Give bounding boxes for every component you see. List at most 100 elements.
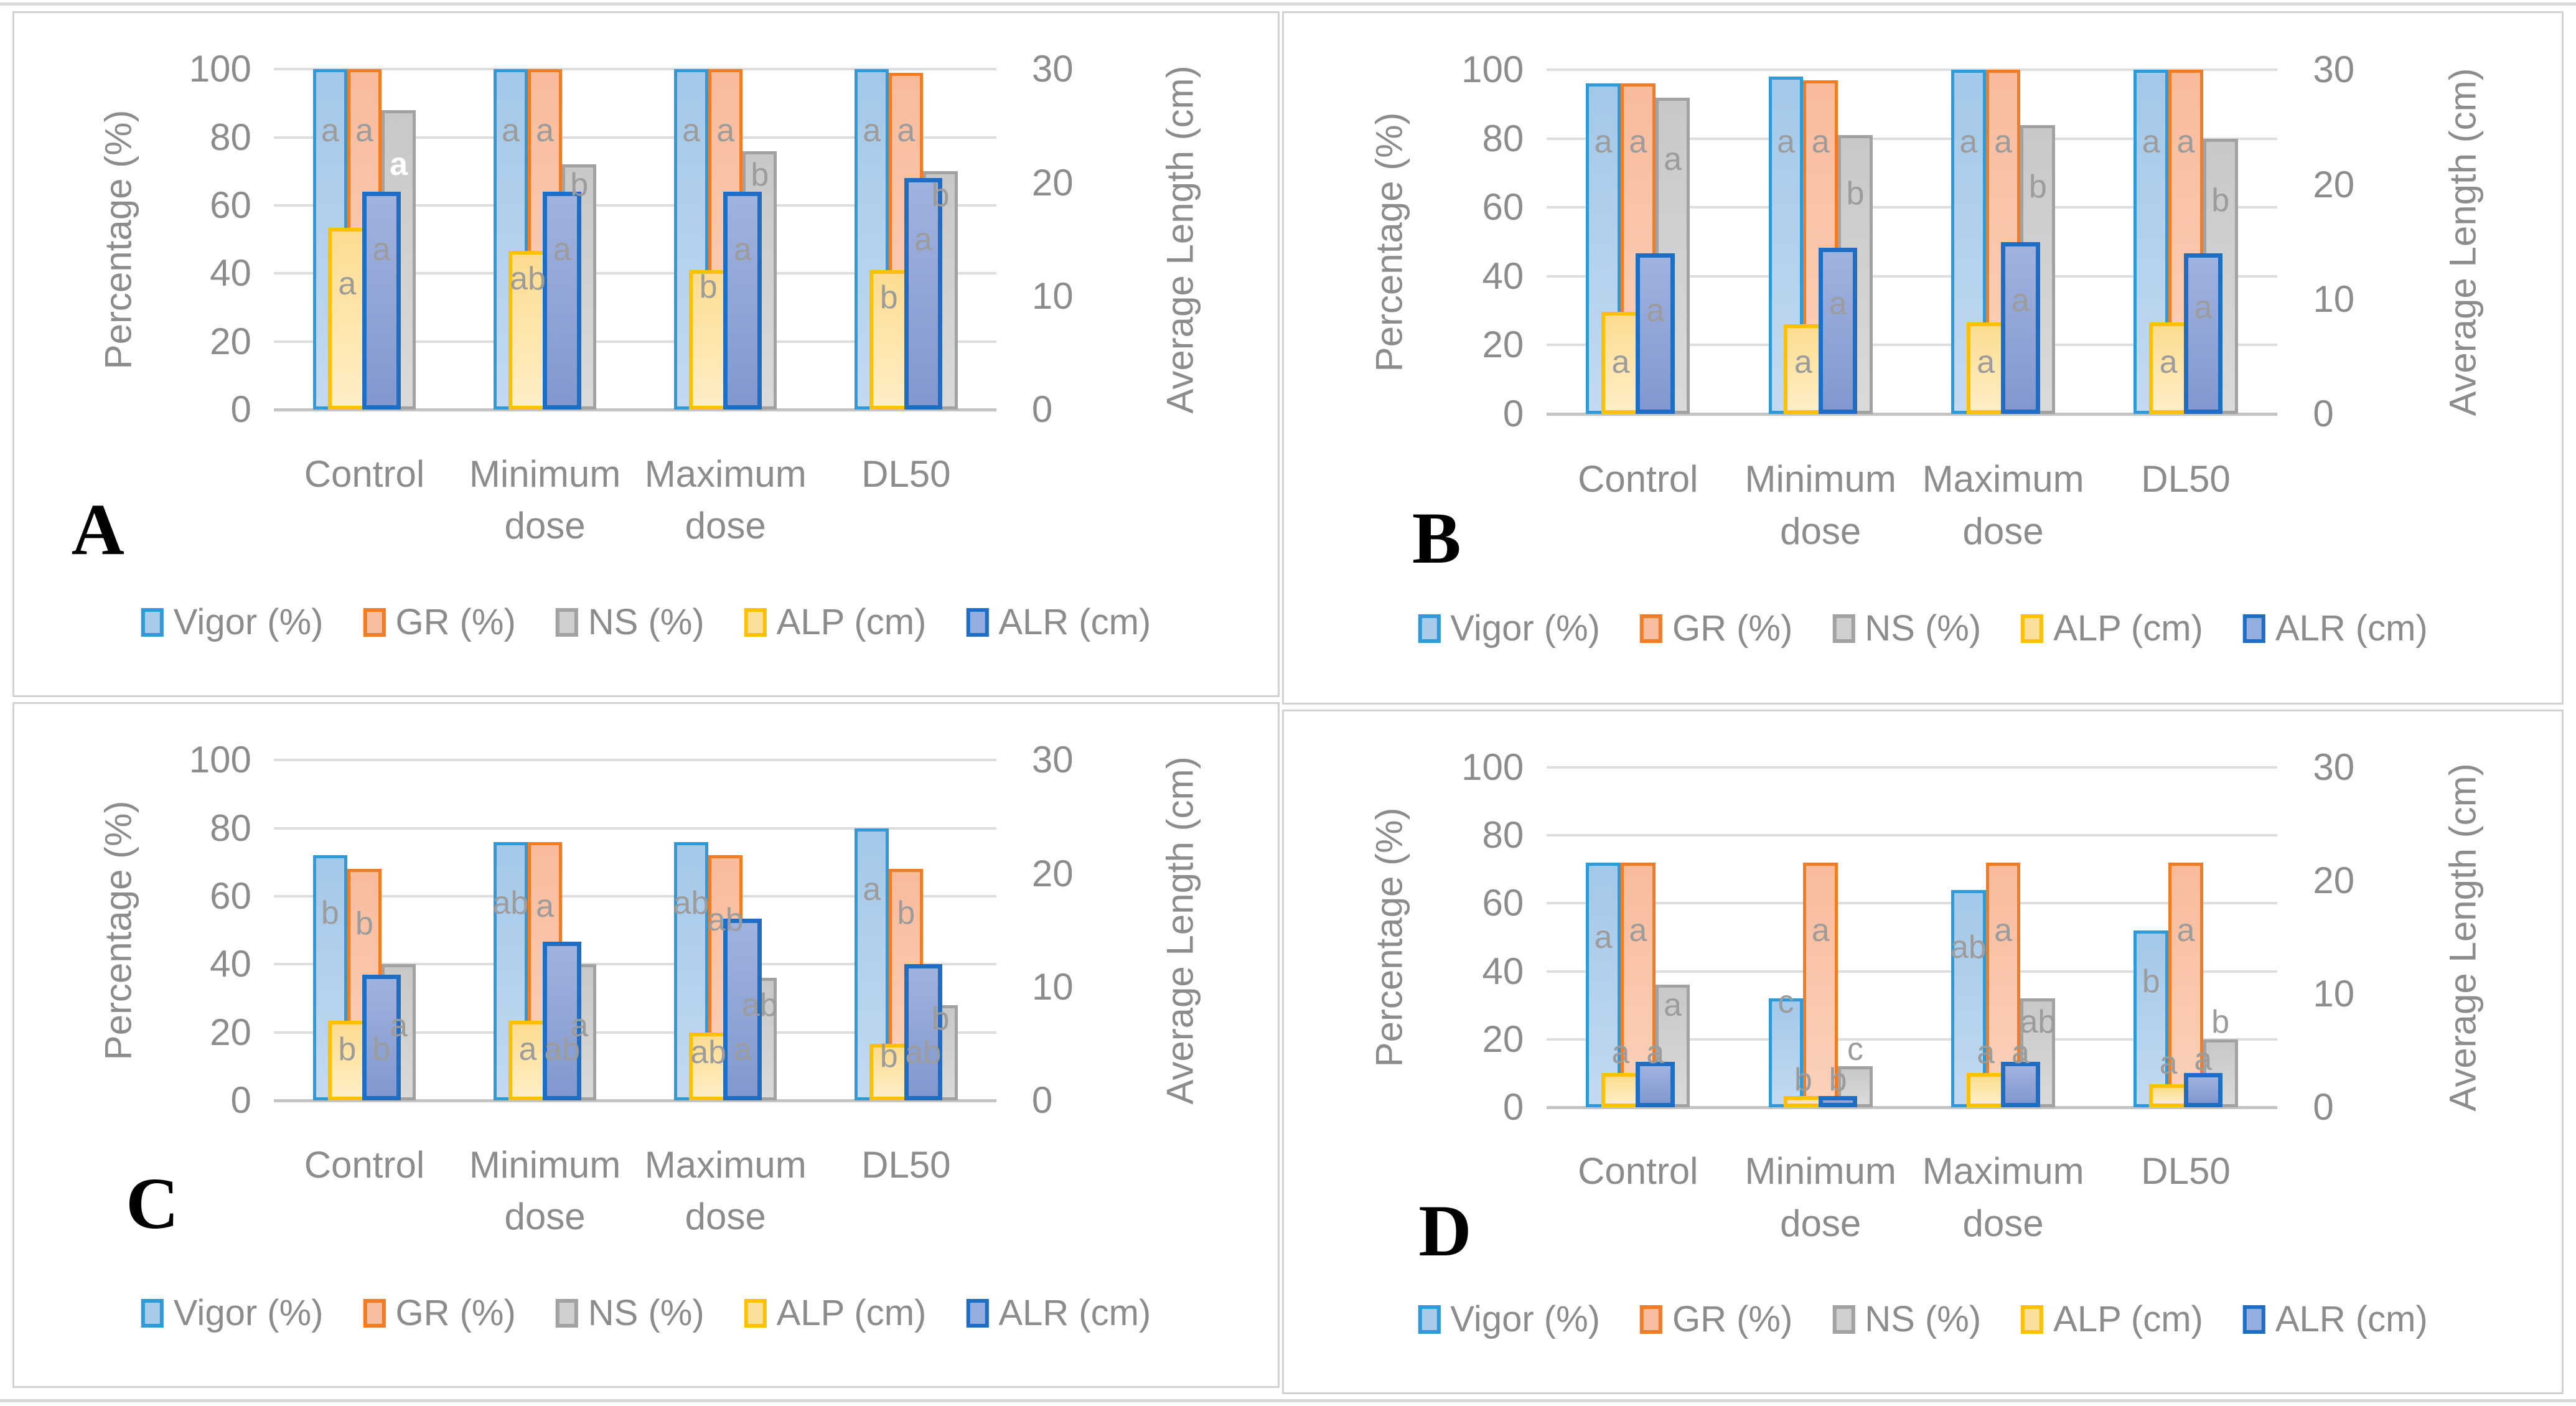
bar-letter-alr-2: a bbox=[2012, 1034, 2030, 1071]
bar-letter-vigor-1: a bbox=[501, 112, 520, 149]
bar-alr-0 bbox=[1636, 253, 1675, 414]
category-label-dose: dose bbox=[1962, 1202, 2044, 1244]
bar-letter-alp-0: a bbox=[1611, 344, 1630, 380]
y-tick-left-40: 40 bbox=[1482, 950, 1524, 992]
bar-letter-gr-3: a bbox=[897, 112, 916, 149]
bar-letter-alr-3: a bbox=[2194, 289, 2213, 326]
bar-letter-ns-2: b bbox=[751, 156, 769, 193]
bar-alr-3 bbox=[2183, 253, 2223, 414]
bar-alr-1 bbox=[543, 192, 581, 410]
y-tick-left-80: 80 bbox=[210, 807, 251, 849]
legend-item-gr: GR (%) bbox=[363, 604, 516, 640]
legend-label-gr: GR (%) bbox=[1672, 1299, 1793, 1340]
category-label-maximum: Maximum bbox=[1922, 457, 2084, 500]
bar-alr-2 bbox=[2001, 241, 2040, 414]
bar-letter-alr-3: a bbox=[914, 221, 932, 258]
gridline-60 bbox=[274, 894, 996, 897]
bar-letter-alp-1: ab bbox=[510, 260, 546, 297]
bar-alr-0 bbox=[1636, 1062, 1675, 1107]
panel-a: A a a a a a a a a a b b b a ab b b a a a a 0 20 40 60 80 100 0 10 20… bbox=[12, 11, 1280, 697]
bar-letter-ns-1: c bbox=[1847, 1031, 1863, 1068]
gridline-40 bbox=[274, 963, 996, 966]
legend-item-gr: GR (%) bbox=[363, 1295, 516, 1331]
legend-item-alr: ALR (cm) bbox=[966, 1295, 1151, 1331]
bar-letter-alr-3: a bbox=[2194, 1041, 2213, 1078]
bar-alp-0 bbox=[1601, 1073, 1641, 1107]
bar-letter-vigor-3: a bbox=[863, 112, 881, 149]
gridline-100 bbox=[1547, 68, 2277, 72]
alr-swatch-icon bbox=[2242, 1305, 2265, 1334]
bar-alr-0 bbox=[362, 192, 401, 410]
y-tick-left-0: 0 bbox=[230, 1079, 251, 1121]
right-axis-title: Average Length (cm) bbox=[1159, 65, 1201, 414]
gridline-0 bbox=[1547, 1105, 2277, 1109]
legend-item-vigor: Vigor (%) bbox=[1418, 611, 1600, 647]
bar-letter-alr-1: ab bbox=[544, 1031, 581, 1067]
ns-swatch-icon bbox=[1832, 1305, 1855, 1334]
bar-letter-vigor-1: a bbox=[1776, 124, 1795, 161]
y-tick-left-20: 20 bbox=[210, 320, 251, 362]
ns-swatch-icon bbox=[555, 1298, 578, 1328]
bar-alp-2 bbox=[689, 1032, 728, 1100]
bar-vigor-0 bbox=[1586, 862, 1621, 1107]
category-label-dose: dose bbox=[685, 1196, 766, 1238]
bar-letter-alp-1: a bbox=[1794, 344, 1812, 380]
category-label-dl50: DL50 bbox=[861, 452, 951, 495]
bar-vigor-1 bbox=[1768, 998, 1804, 1107]
bar-letter-ns-3: b bbox=[2211, 1004, 2230, 1041]
legend: Vigor (%) GR (%) NS (%) ALP (cm) ALR (cm) bbox=[1418, 608, 2428, 649]
plot-area: a c ab b a a a a a c ab b a b a a a b a a bbox=[1547, 766, 2277, 1109]
category-label-control: Control bbox=[304, 1143, 425, 1186]
y-tick-left-80: 80 bbox=[210, 116, 251, 158]
y-tick-left-100: 100 bbox=[189, 48, 251, 90]
bar-letter-ns-1: a bbox=[570, 1007, 589, 1044]
bar-letter-ns-3: b bbox=[931, 1000, 950, 1037]
bar-alp-3 bbox=[2148, 1084, 2188, 1107]
y-tick-right-10: 10 bbox=[1031, 274, 1074, 317]
gridline-20 bbox=[1547, 1038, 2277, 1041]
gridline-60 bbox=[274, 204, 996, 207]
bar-alr-1 bbox=[543, 941, 581, 1100]
bar-letter-gr-2: a bbox=[1994, 912, 2013, 949]
bar-letter-gr-0: a bbox=[1629, 124, 1647, 161]
bar-letter-vigor-2: ab bbox=[1950, 929, 1987, 966]
bar-letter-alp-2: a bbox=[1977, 1034, 1995, 1071]
bar-letter-gr-2: a bbox=[716, 112, 735, 149]
y-tick-right-30: 30 bbox=[2313, 49, 2355, 91]
legend-item-ns: NS (%) bbox=[555, 601, 705, 642]
legend: Vigor (%) GR (%) NS (%) ALP (cm) ALR (cm) bbox=[141, 1295, 1151, 1331]
alp-swatch-icon bbox=[2021, 614, 2044, 644]
bar-letter-vigor-2: a bbox=[682, 112, 701, 149]
bar-letter-vigor-2: a bbox=[1959, 124, 1978, 161]
gridline-60 bbox=[1547, 902, 2277, 905]
bar-vigor-3 bbox=[2133, 930, 2169, 1107]
vigor-swatch-icon bbox=[1418, 614, 1441, 644]
category-label-dose: dose bbox=[504, 1196, 586, 1238]
category-label-maximum: Maximum bbox=[1922, 1150, 2084, 1193]
category-label-dose: dose bbox=[1780, 510, 1862, 553]
legend-label-vigor: Vigor (%) bbox=[173, 1292, 324, 1333]
category-label-dose: dose bbox=[1962, 510, 2044, 553]
legend-label-alr: ALR (cm) bbox=[2275, 1299, 2428, 1340]
bar-letter-vigor-0: a bbox=[1594, 919, 1613, 955]
category-label-control: Control bbox=[1578, 1150, 1698, 1193]
y-tick-left-0: 0 bbox=[1502, 392, 1524, 434]
bar-alr-3 bbox=[904, 964, 943, 1100]
y-tick-right-0: 0 bbox=[1031, 388, 1053, 430]
legend-label-alp: ALP (cm) bbox=[776, 1292, 927, 1333]
legend-label-vigor: Vigor (%) bbox=[1450, 1299, 1600, 1340]
bar-letter-ns-3: b bbox=[2211, 182, 2230, 219]
legend-label-alp: ALP (cm) bbox=[2053, 608, 2203, 649]
bottom-rule bbox=[0, 1399, 2576, 1402]
legend-label-ns: NS (%) bbox=[588, 601, 705, 642]
bar-alr-3 bbox=[2183, 1073, 2223, 1107]
ns-swatch-icon bbox=[555, 607, 578, 637]
legend: Vigor (%) GR (%) NS (%) ALP (cm) ALR (cm) bbox=[1418, 1299, 2428, 1340]
gridline-80 bbox=[274, 827, 996, 830]
bar-letter-alp-3: a bbox=[2159, 344, 2178, 380]
panel-letter-b: B bbox=[1412, 497, 1461, 579]
bar-letter-ns-1: b bbox=[1846, 176, 1865, 212]
gr-swatch-icon bbox=[1639, 1305, 1662, 1334]
bar-alp-0 bbox=[328, 228, 367, 410]
